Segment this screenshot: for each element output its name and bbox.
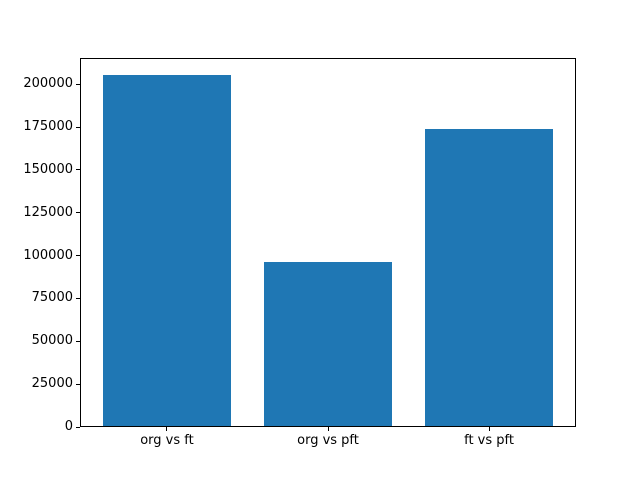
y-tick-label: 125000	[23, 204, 73, 220]
x-tick-label: ft vs pft	[464, 433, 514, 448]
x-tick-label: org vs pft	[297, 433, 359, 448]
y-tick-mark	[76, 126, 80, 128]
x-tick-mark	[488, 427, 490, 431]
y-tick-mark	[76, 83, 80, 85]
y-tick-mark	[76, 340, 80, 342]
x-tick-mark	[166, 427, 168, 431]
y-tick-mark	[76, 169, 80, 171]
y-tick-label: 200000	[23, 76, 73, 92]
y-tick-label: 100000	[23, 247, 73, 263]
y-tick-mark	[76, 383, 80, 385]
bar-org-vs-pft	[263, 262, 393, 426]
y-tick-label: 25000	[31, 376, 73, 392]
x-tick-mark	[327, 427, 329, 431]
y-tick-mark	[76, 255, 80, 257]
y-tick-label: 150000	[23, 161, 73, 177]
y-tick-mark	[76, 297, 80, 299]
y-tick-label: 50000	[31, 333, 73, 349]
bar-ft-vs-pft	[424, 129, 554, 426]
bar-org-vs-ft	[102, 74, 232, 426]
plot-area	[80, 58, 576, 427]
x-tick-label: org vs ft	[140, 433, 194, 448]
y-tick-mark	[76, 426, 80, 428]
y-tick-label: 175000	[23, 119, 73, 134]
y-tick-label: 0	[64, 419, 73, 434]
y-tick-mark	[76, 212, 80, 214]
y-tick-label: 75000	[31, 290, 73, 306]
